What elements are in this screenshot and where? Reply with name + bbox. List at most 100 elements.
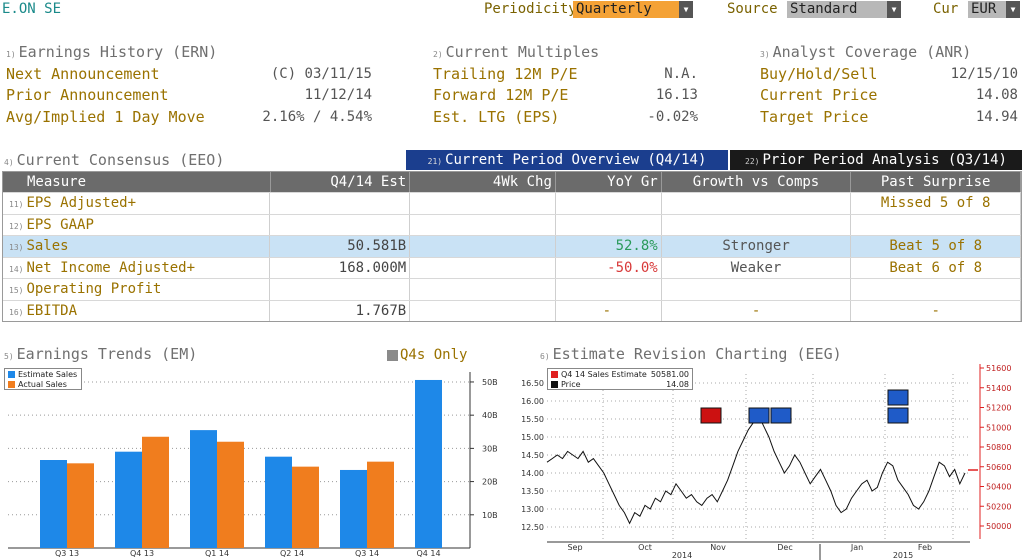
left-axis-label: 13.50 [521,487,544,496]
measure-cell: EBITDA [26,302,78,319]
yoy-cell: 52.8% [556,236,662,257]
left-axis-label: 14.00 [521,469,544,478]
left-axis-label: 14.50 [521,451,544,460]
periodicity-label: Periodicity [484,1,577,17]
checkbox-icon[interactable] [387,349,398,361]
est-cell: 50.581B [270,236,411,257]
yoy-cell [556,193,662,214]
next-announcement-value: (C) 03/11/15 [270,66,372,82]
buy-hold-sell-label: Buy/Hold/Sell [760,65,878,83]
y-tick-label: 30B [482,444,498,453]
right-axis-label: 50400 [986,483,1011,492]
left-axis-label: 13.00 [521,505,544,514]
x-tick-label: Q4 14 [416,549,440,558]
trailing-pe-label: Trailing 12M P/E [433,65,578,83]
x-year-label: 2014 [672,551,692,560]
x-month-label: Feb [918,543,932,552]
target-price-value: 14.94 [975,109,1018,125]
est-cell [270,214,411,235]
bar-actual-Q4-13 [142,436,169,548]
yoy-cell: - [556,300,662,321]
analyst-coverage-title[interactable]: 3) Analyst Coverage (ANR) [760,43,972,61]
x-month-label: Nov [710,543,726,552]
left-axis-label: 12.50 [521,523,544,532]
x-tick-label: Q4 13 [130,549,154,558]
currency-dropdown-icon[interactable]: ▼ [1006,1,1020,18]
source-dropdown-icon[interactable]: ▼ [887,1,901,18]
current-multiples-title: 2) Current Multiples [433,43,600,61]
right-axis-label: 51400 [986,384,1011,393]
chg-cell [410,257,556,278]
row-number: 15) [9,286,24,295]
forward-pe-label: Forward 12M P/E [433,86,569,104]
next-announcement-label: Next Announcement [6,65,160,83]
table-row[interactable]: 14) Net Income Adjusted+ 168.000M -50.0% … [3,256,1022,278]
target-price-label: Target Price [760,108,869,126]
surprise-cell: Beat 5 of 8 [851,236,1022,257]
x-tick-label: Q3 14 [355,549,379,558]
bar-estimate-Q3-13 [40,460,67,548]
column-header-est[interactable]: Q4/14 Est [271,172,411,192]
bar-estimate-Q2-14 [265,456,292,548]
periodicity-dropdown-icon[interactable]: ▼ [679,1,693,18]
table-row[interactable]: 15) Operating Profit [3,278,1022,300]
comps-cell [662,279,852,300]
currency-select[interactable]: EUR [968,1,1006,18]
chg-cell [410,214,556,235]
current-consensus-title[interactable]: 4) Current Consensus (EEO) [4,151,225,169]
x-tick-label: Q2 14 [280,549,304,558]
chg-cell [410,300,556,321]
tab-prior-period-analysis[interactable]: 22) Prior Period Analysis (Q3/14) [730,150,1022,170]
column-header-measure[interactable]: Measure [3,172,271,192]
right-axis-label: 51000 [986,423,1011,432]
price-swatch [551,380,558,388]
bar-estimate-Q4-13 [115,451,142,548]
forward-pe-value: 16.13 [655,87,698,103]
surprise-cell: Missed 5 of 8 [851,193,1022,214]
earnings-trends-legend: Estimate Sales Actual Sales [4,368,82,390]
prior-announcement-value: 11/12/14 [304,87,372,103]
right-axis-label: 50600 [986,463,1011,472]
right-axis-label: 50200 [986,502,1011,511]
table-row-selected[interactable]: 13) Sales 50.581B 52.8% Stronger Beat 5 o… [3,235,1022,257]
right-axis-label: 51200 [986,404,1011,413]
yoy-cell [556,279,662,300]
row-number: 12) [9,221,24,231]
q4s-only-toggle[interactable]: Q4s Only [387,347,467,363]
table-row[interactable]: 12) EPS GAAP [3,213,1022,235]
estimate-revision-title[interactable]: 6) Estimate Revision Charting (EEG) [540,345,842,363]
actual-swatch [8,380,15,388]
x-tick-label: Q3 13 [55,549,79,558]
comps-cell [662,193,852,214]
ticker-label: E.ON SE [2,1,62,17]
legend-price-value: 14.08 [666,379,689,389]
column-header-growth-vs-comps[interactable]: Growth vs Comps [662,172,852,192]
table-row[interactable]: 11) EPS Adjusted+ Missed 5 of 8 [3,192,1022,214]
measure-cell: Sales [26,238,69,254]
x-month-label: Sep [567,543,582,552]
row-number: 14) [9,264,24,274]
avg-move-value: 2.16% / 4.54% [262,109,372,125]
currency-label: Cur [933,1,959,17]
comps-cell: Weaker [662,257,852,278]
x-month-label: Oct [638,543,652,552]
current-price-value: 14.08 [975,87,1018,103]
periodicity-select[interactable]: Quarterly [573,1,679,18]
tab-current-period-overview[interactable]: 21) Current Period Overview (Q4/14) [406,150,728,170]
earnings-history-title[interactable]: 1) Earnings History (ERN) [6,43,218,61]
top-bar: E.ON SE Periodicity Quarterly ▼ Source S… [0,0,1024,20]
surprise-cell [851,279,1022,300]
column-header-4wk-chg[interactable]: 4Wk Chg [410,172,556,192]
table-row[interactable]: 16) EBITDA 1.767B - - - [3,299,1022,321]
column-header-past-surprise[interactable]: Past Surprise [851,172,1021,192]
y-tick-label: 50B [482,378,498,387]
y-tick-label: 40B [482,411,498,420]
earnings-trends-title[interactable]: 5) Earnings Trends (EM) [4,345,198,363]
table-header: Measure Q4/14 Est 4Wk Chg YoY Gr Growth … [3,172,1021,192]
column-header-yoy-gr[interactable]: YoY Gr [556,172,662,192]
x-year-label: 2015 [893,551,913,560]
source-select[interactable]: Standard [787,1,887,18]
x-month-label: Jan [850,543,863,552]
row-number: 16) [9,307,24,317]
revision-event-marker [748,407,770,424]
